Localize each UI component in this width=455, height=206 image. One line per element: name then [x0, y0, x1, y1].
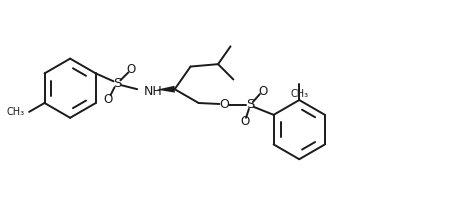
Text: O: O	[240, 115, 250, 128]
Text: O: O	[258, 85, 268, 98]
Text: O: O	[126, 63, 136, 76]
Text: O: O	[219, 98, 229, 111]
Text: CH₃: CH₃	[290, 89, 308, 99]
Text: CH₃: CH₃	[7, 107, 25, 117]
Text: S: S	[113, 77, 121, 90]
Polygon shape	[157, 86, 175, 93]
Text: NH: NH	[144, 85, 163, 98]
Text: S: S	[246, 98, 254, 111]
Text: O: O	[103, 92, 112, 105]
